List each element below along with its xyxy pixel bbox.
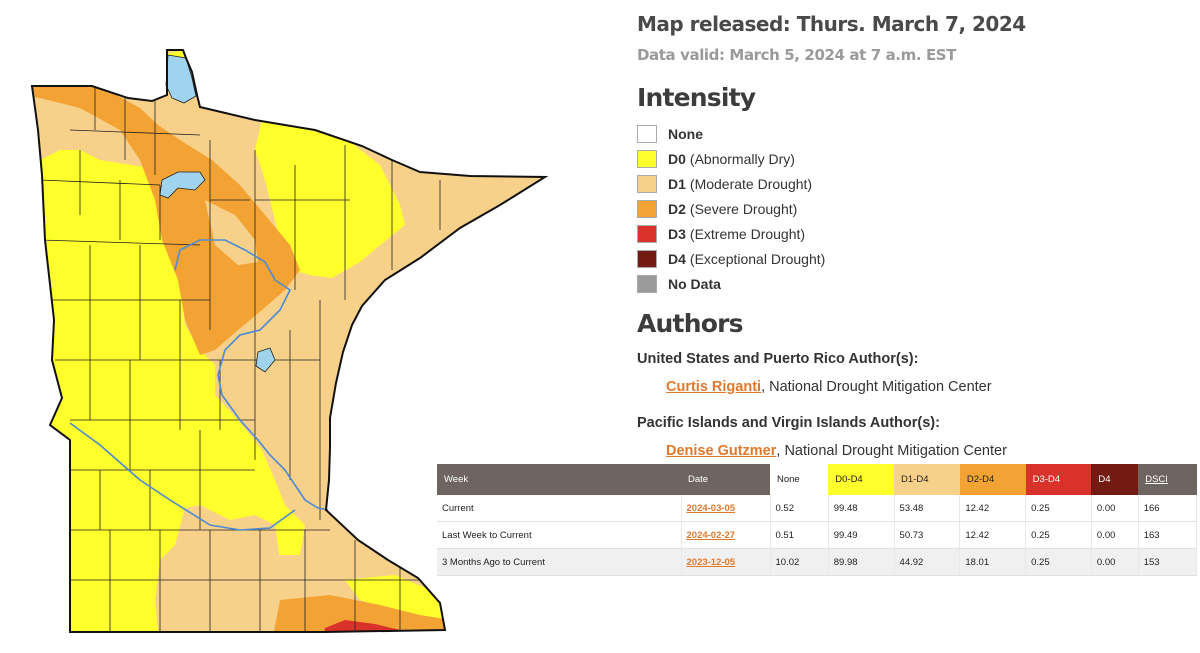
pi-author-link[interactable]: Denise Gutzmer [666,443,777,459]
cell-d0-d4: 89.98 [828,548,895,576]
cell-d2-d4: 18.01 [959,548,1027,576]
authors-heading: Authors [637,309,743,338]
table-header-row: Week Date None D0-D4 D1-D4 D2-D4 D3-D4 D… [437,464,1197,495]
cell-d3-d4: 0.25 [1025,495,1092,522]
col-d3-d4: D3-D4 [1025,464,1092,495]
col-d2-d4: D2-D4 [959,464,1026,495]
cell-d3-d4: 0.25 [1025,521,1092,549]
data-valid-date: Data valid: March 5, 2024 at 7 a.m. EST [637,46,957,64]
swatch-no-data [637,274,657,293]
legend-code: D3 [668,225,686,242]
map-release-date: Map released: Thurs. March 7, 2024 [637,12,1026,36]
cell-d3-d4: 0.25 [1025,548,1092,576]
us-author-org: , National Drought Mitigation Center [761,379,992,395]
cell-d0-d4: 99.48 [828,495,895,522]
cell-none: 0.51 [770,521,829,549]
col-none: None [770,464,829,495]
cell-d2-d4: 12.42 [959,521,1027,549]
us-author-group: United States and Puerto Rico Author(s):… [637,351,992,395]
pi-author-org: , National Drought Mitigation Center [776,443,1007,459]
legend-desc: (Moderate Drought) [689,175,813,192]
legend-desc: (Extreme Drought) [689,225,806,242]
cell-none: 0.52 [770,495,829,522]
legend-code: D4 [668,250,686,267]
cell-date: 2024-02-27 [681,521,771,549]
cell-week: Current [437,495,682,522]
cell-d4: 0.00 [1091,548,1139,576]
cell-d1-d4: 53.48 [894,495,961,522]
swatch-d1 [637,174,657,193]
cell-none: 10.02 [770,548,829,576]
legend-item-d1: D1 (Moderate Drought) [637,171,825,196]
date-link[interactable]: 2024-02-27 [686,529,736,541]
date-link[interactable]: 2023-12-05 [686,556,736,568]
col-dsci[interactable]: DSCI [1138,464,1197,495]
legend-code: D0 [668,150,686,167]
pi-author-group: Pacific Islands and Virgin Islands Autho… [637,415,1007,459]
legend-desc: (Exceptional Drought) [689,250,826,267]
legend-code: No Data [668,275,721,292]
legend-item-d0: D0 (Abnormally Dry) [637,146,825,171]
pi-author-group-label: Pacific Islands and Virgin Islands Autho… [637,415,940,431]
col-d4: D4 [1091,464,1139,495]
cell-d1-d4: 50.73 [894,521,961,549]
legend-item-none: None [637,121,825,146]
table-row: Current 2024-03-05 0.52 99.48 53.48 12.4… [437,495,1198,522]
mississippi-river [174,239,329,511]
legend-code: D1 [668,175,686,192]
minnesota-river [69,422,296,531]
us-author-group-label: United States and Puerto Rico Author(s): [637,351,919,367]
cell-dsci: 163 [1138,521,1198,549]
col-date: Date [681,464,770,495]
cell-dsci: 153 [1138,548,1198,576]
drought-statistics-table: Week Date None D0-D4 D1-D4 D2-D4 D3-D4 D… [437,464,1198,576]
swatch-d2 [637,199,657,218]
legend-item-d3: D3 (Extreme Drought) [637,221,825,246]
col-d0-d4: D0-D4 [828,464,895,495]
red-lake-water [159,171,206,199]
date-link[interactable]: 2024-03-05 [686,502,736,514]
swatch-d3 [637,224,657,243]
legend-desc: (Severe Drought) [689,200,798,217]
cell-date: 2023-12-05 [681,548,771,576]
col-d1-d4: D1-D4 [894,464,960,495]
minnesota-drought-map [30,49,549,633]
swatch-none [637,124,657,143]
cell-d4: 0.00 [1091,495,1139,522]
legend-item-d2: D2 (Severe Drought) [637,196,825,221]
cell-dsci: 166 [1138,495,1198,522]
legend-code: None [668,125,703,142]
us-author-link[interactable]: Curtis Riganti [666,379,762,395]
legend-desc: (Abnormally Dry) [689,150,795,167]
cell-week: Last Week to Current [437,521,682,549]
legend-item-no-data: No Data [637,271,825,296]
cell-d1-d4: 44.92 [894,548,961,576]
cell-week: 3 Months Ago to Current [437,548,682,576]
table-row: Last Week to Current 2024-02-27 0.51 99.… [437,521,1198,549]
us-author-line: Curtis Riganti, National Drought Mitigat… [666,379,992,395]
intensity-heading: Intensity [637,83,756,112]
mille-lacs-water [255,347,276,373]
table-row: 3 Months Ago to Current 2023-12-05 10.02… [437,548,1198,576]
legend-code: D2 [668,200,686,217]
legend-item-d4: D4 (Exceptional Drought) [637,246,825,271]
cell-d4: 0.00 [1091,521,1139,549]
col-week: Week [437,464,681,495]
intensity-legend: None D0 (Abnormally Dry) D1 (Moderate Drou… [637,121,825,296]
cell-date: 2024-03-05 [681,495,771,522]
pi-author-line: Denise Gutzmer, National Drought Mitigat… [666,443,1007,459]
swatch-d0 [637,149,657,168]
swatch-d4 [637,249,657,268]
cell-d0-d4: 99.49 [828,521,895,549]
cell-d2-d4: 12.42 [959,495,1027,522]
